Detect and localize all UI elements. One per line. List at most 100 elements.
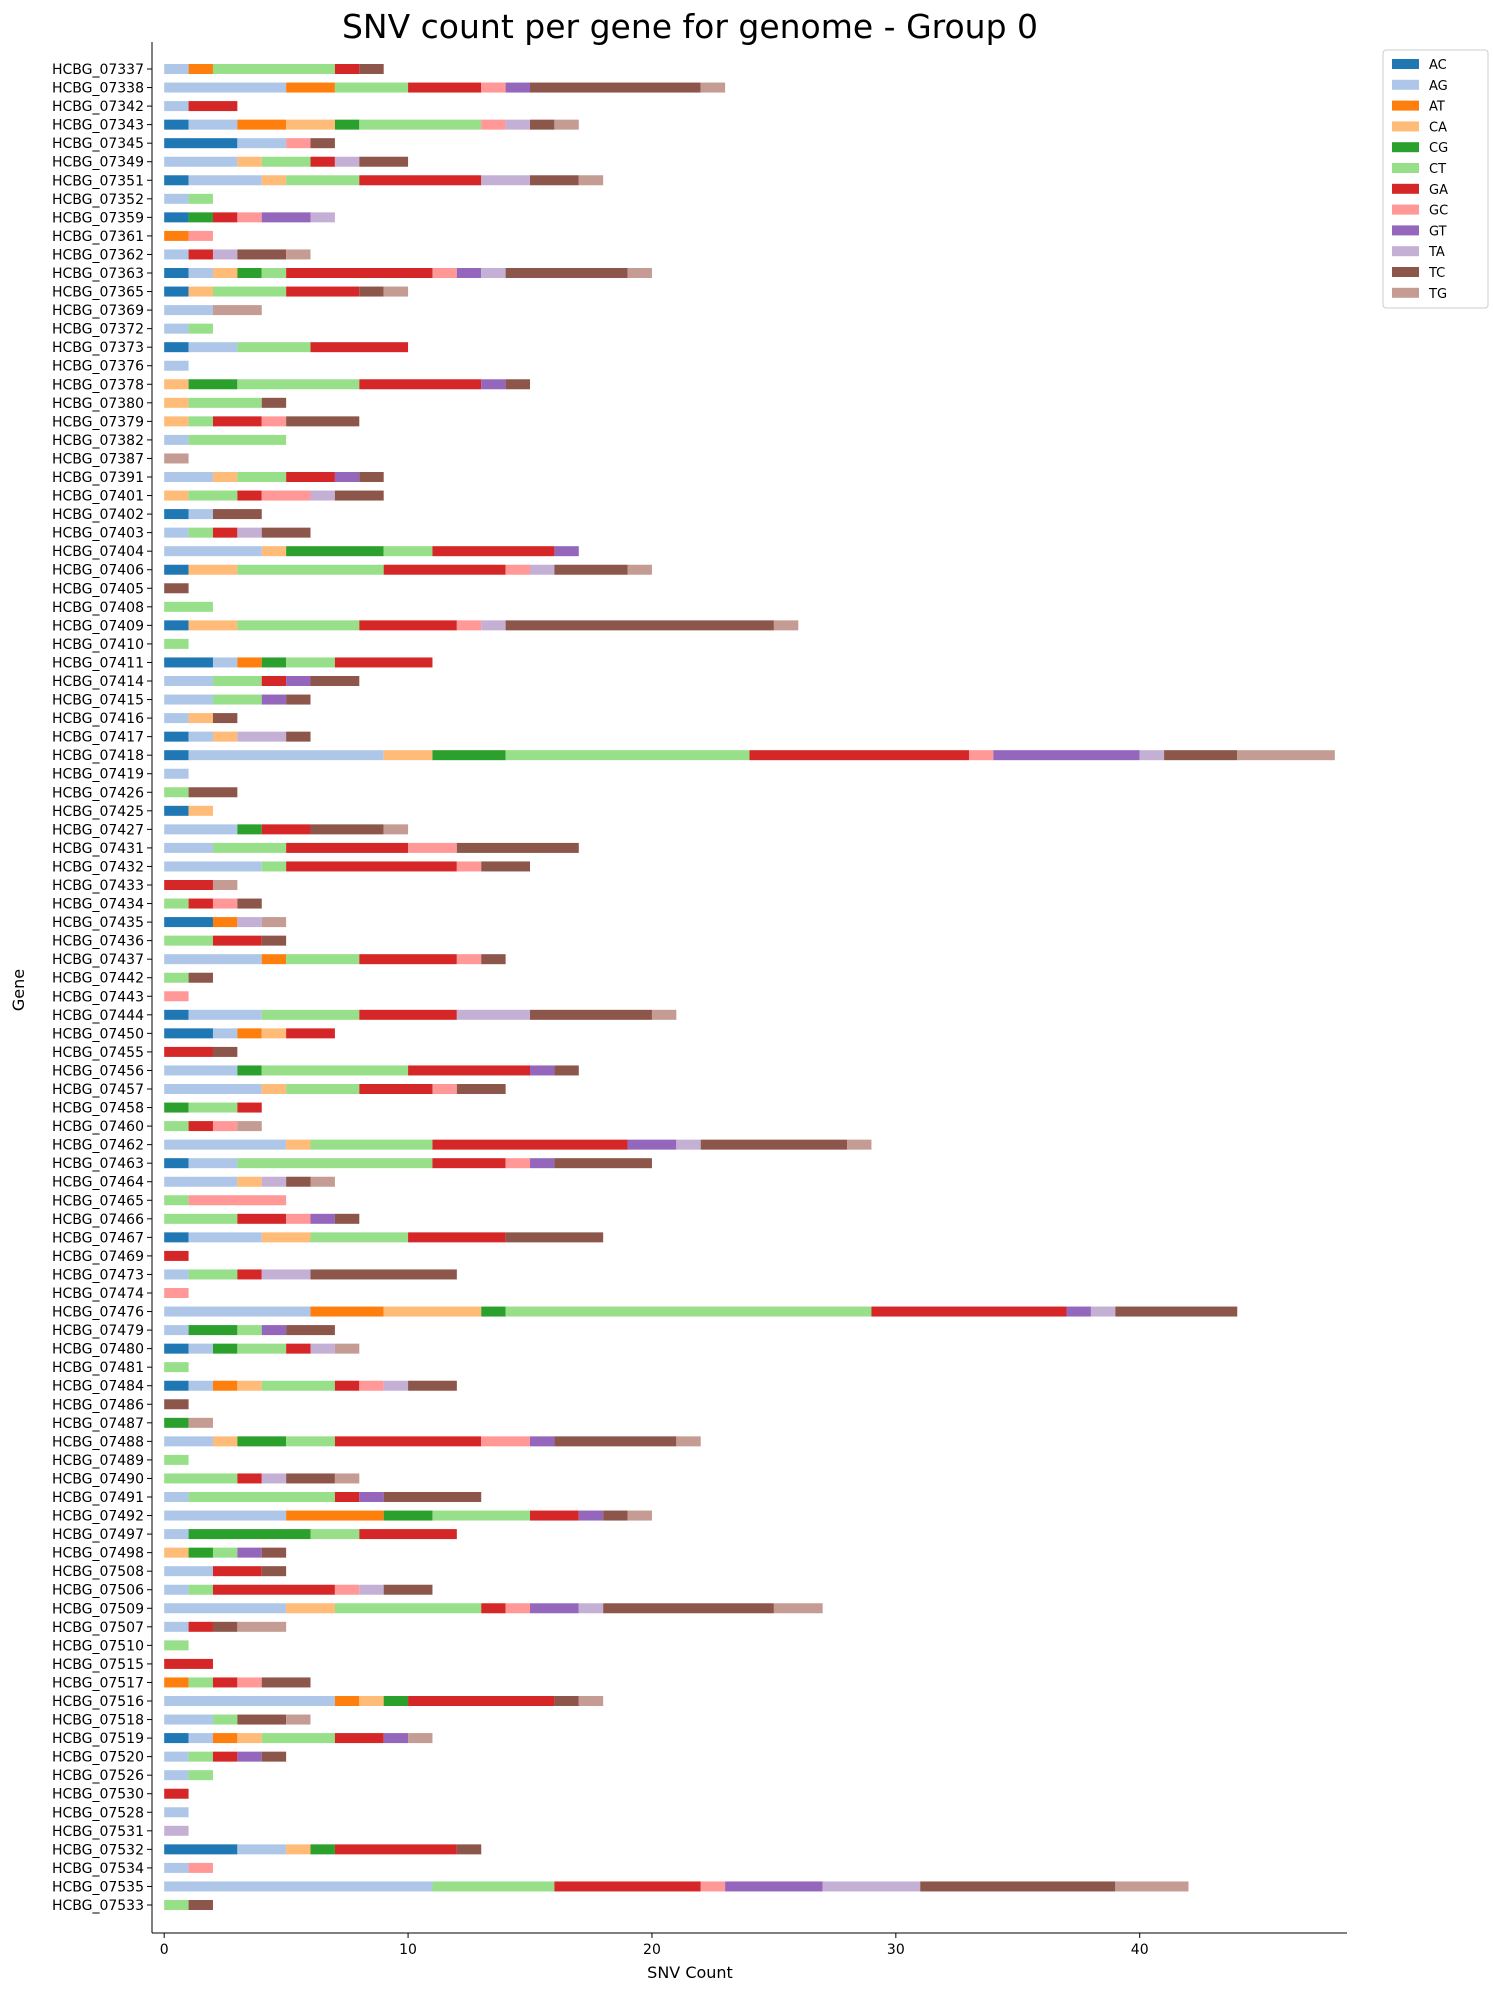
bar-HCBG_07460-GC xyxy=(212,1121,238,1132)
bar-HCBG_07463-TC xyxy=(554,1158,652,1169)
bar-HCBG_07402-AC xyxy=(164,509,189,520)
bar-HCBG_07491-GA xyxy=(334,1492,360,1502)
bar-HCBG_07431-CT xyxy=(212,842,287,853)
bar-HCBG_07406-GA xyxy=(383,564,506,575)
bar-HCBG_07426-CT xyxy=(164,787,189,798)
x-tick-label: 10 xyxy=(399,1942,417,1958)
y-tick-label: HCBG_07404 xyxy=(52,544,144,560)
bar-HCBG_07418-AG xyxy=(188,750,384,761)
y-tick-label: HCBG_07464 xyxy=(52,1175,144,1191)
bar-HCBG_07516-AT xyxy=(334,1696,360,1706)
bar-HCBG_07362-GA xyxy=(188,249,213,260)
bar-HCBG_07464-AG xyxy=(164,1176,238,1187)
bar-HCBG_07450-GA xyxy=(286,1028,335,1039)
bar-HCBG_07517-TC xyxy=(261,1677,311,1688)
bar-HCBG_07431-GA xyxy=(286,842,409,853)
bar-HCBG_07432-AG xyxy=(164,861,262,872)
bar-HCBG_07469-GA xyxy=(164,1250,189,1261)
bar-HCBG_07444-AG xyxy=(188,1009,262,1020)
bar-HCBG_07380-CA xyxy=(164,397,189,408)
y-tick-labels: HCBG_07337 HCBG_07338 HCBG_07342 HCBG_07343… xyxy=(52,62,152,1914)
bar-HCBG_07352-AG xyxy=(164,193,189,204)
bar-HCBG_07378-CT xyxy=(237,379,360,390)
bar-HCBG_07391-GT xyxy=(334,472,360,482)
y-tick-label: HCBG_07487 xyxy=(52,1416,144,1432)
bar-HCBG_07363-GC xyxy=(432,268,457,278)
legend-swatch-TC xyxy=(1392,267,1419,277)
y-tick-label: HCBG_07457 xyxy=(52,1082,144,1098)
bar-HCBG_07508-AG xyxy=(164,1566,213,1577)
bar-HCBG_07491-GT xyxy=(359,1492,384,1502)
bar-HCBG_07519-CA xyxy=(237,1733,262,1744)
bar-HCBG_07365-TG xyxy=(383,286,409,297)
bar-HCBG_07378-CG xyxy=(188,379,238,390)
bar-HCBG_07363-AC xyxy=(164,268,189,278)
bar-HCBG_07379-CT xyxy=(188,416,213,427)
bar-HCBG_07462-TA xyxy=(676,1139,701,1150)
bar-HCBG_07343-GC xyxy=(481,119,506,130)
bar-HCBG_07520-CT xyxy=(188,1751,213,1762)
y-tick-label: HCBG_07378 xyxy=(52,377,144,393)
y-tick-label: HCBG_07337 xyxy=(52,62,144,78)
y-tick-label: HCBG_07490 xyxy=(52,1471,144,1487)
bar-HCBG_07401-GC xyxy=(261,490,311,501)
bar-HCBG_07484-TA xyxy=(383,1380,409,1391)
bar-HCBG_07506-GA xyxy=(212,1584,335,1595)
y-tick-label: HCBG_07434 xyxy=(52,897,144,913)
bar-HCBG_07373-CT xyxy=(237,342,311,353)
bar-HCBG_07466-GT xyxy=(310,1213,335,1224)
bar-HCBG_07519-AG xyxy=(188,1733,213,1744)
bar-HCBG_07509-CA xyxy=(286,1603,335,1614)
y-tick-label: HCBG_07520 xyxy=(52,1750,144,1766)
bar-HCBG_07462-CT xyxy=(310,1139,433,1150)
bar-HCBG_07490-TC xyxy=(286,1473,335,1484)
bar-HCBG_07349-CT xyxy=(261,156,311,167)
bar-HCBG_07391-AG xyxy=(164,472,213,482)
legend-label-TG: TG xyxy=(1428,287,1447,302)
bar-HCBG_07476-GT xyxy=(1066,1306,1091,1317)
bar-HCBG_07484-AC xyxy=(164,1380,189,1391)
bar-HCBG_07432-CT xyxy=(261,861,287,872)
legend-swatch-AG xyxy=(1392,79,1419,90)
bar-HCBG_07414-GT xyxy=(286,676,311,686)
bar-HCBG_07338-GA xyxy=(408,82,482,93)
bar-HCBG_07476-GA xyxy=(871,1306,1067,1317)
bar-HCBG_07418-GA xyxy=(749,750,969,761)
bar-HCBG_07338-TG xyxy=(700,82,726,93)
bar-HCBG_07462-TG xyxy=(847,1139,872,1150)
bar-HCBG_07431-TC xyxy=(456,842,579,853)
y-tick-label: HCBG_07486 xyxy=(52,1397,144,1413)
bar-HCBG_07498-CG xyxy=(188,1547,213,1558)
bar-HCBG_07365-GA xyxy=(286,286,360,297)
legend-swatch-GT xyxy=(1392,225,1419,236)
y-tick-label: HCBG_07508 xyxy=(52,1564,144,1580)
x-tick-label: 40 xyxy=(1131,1942,1149,1958)
bar-HCBG_07457-CT xyxy=(286,1084,360,1094)
bar-HCBG_07415-GT xyxy=(261,694,287,705)
bar-HCBG_07443-GC xyxy=(164,991,189,1002)
bar-HCBG_07507-GA xyxy=(188,1621,213,1632)
y-tick-label: HCBG_07352 xyxy=(52,192,144,208)
bar-HCBG_07338-CT xyxy=(334,82,409,93)
bar-HCBG_07351-CA xyxy=(261,175,287,186)
y-tick-label: HCBG_07376 xyxy=(52,359,144,375)
bar-HCBG_07462-CA xyxy=(286,1139,311,1150)
y-tick-label: HCBG_07510 xyxy=(52,1638,144,1654)
bar-HCBG_07465-CT xyxy=(164,1195,189,1206)
bar-HCBG_07535-GA xyxy=(554,1881,701,1892)
bar-HCBG_07427-CG xyxy=(237,824,262,835)
bar-HCBG_07425-CA xyxy=(188,805,213,816)
y-tick-label: HCBG_07410 xyxy=(52,637,144,653)
bar-HCBG_07488-TC xyxy=(554,1436,677,1447)
bar-HCBG_07352-CT xyxy=(188,193,213,204)
bar-HCBG_07414-TC xyxy=(310,676,360,686)
bar-HCBG_07343-CG xyxy=(334,119,360,130)
bar-HCBG_07492-TC xyxy=(603,1510,628,1521)
y-tick-label: HCBG_07416 xyxy=(52,711,144,727)
y-tick-label: HCBG_07479 xyxy=(52,1323,144,1339)
bar-HCBG_07488-CG xyxy=(237,1436,287,1447)
bar-HCBG_07351-AC xyxy=(164,175,189,186)
y-tick-label: HCBG_07391 xyxy=(52,470,144,486)
bar-HCBG_07349-AG xyxy=(164,156,238,167)
bar-HCBG_07373-AG xyxy=(188,342,238,353)
